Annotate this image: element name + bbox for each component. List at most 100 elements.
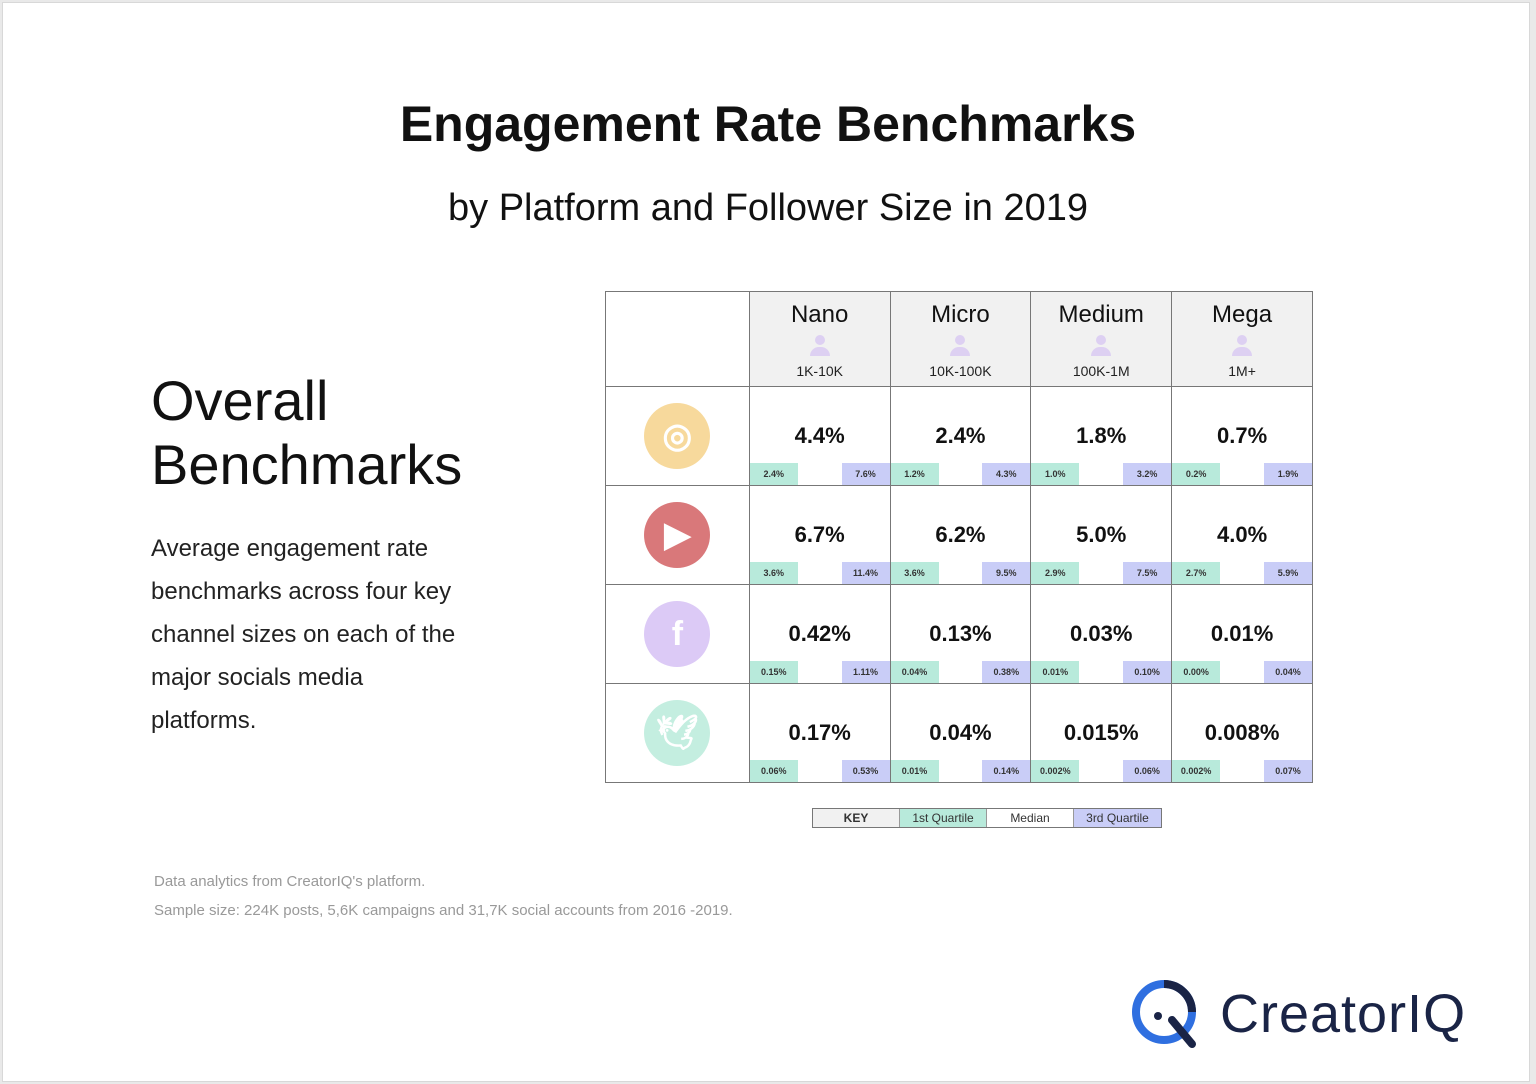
benchmark-cell: 0.13% 0.04% 0.38% [889, 584, 1032, 684]
median-value: 6.7% [794, 522, 845, 547]
median-value: 0.17% [788, 720, 851, 745]
column-name: Mega [1212, 301, 1273, 328]
logo-text: CreatorIQ [1220, 984, 1467, 1044]
follower-range: 1K-10K [796, 363, 844, 379]
column-name: Micro [931, 301, 990, 328]
follower-range: 100K-1M [1072, 363, 1130, 379]
benchmark-cell: 6.2% 3.6% 9.5% [889, 485, 1032, 585]
footnote-source: Data analytics from CreatorIQ's platform… [154, 873, 426, 890]
median-value: 0.015% [1063, 720, 1139, 745]
follower-range: 10K-100K [929, 363, 992, 379]
key-label: KEY [813, 809, 900, 827]
person-icon [949, 335, 971, 359]
median-value: 4.0% [1217, 522, 1268, 547]
median-value: 0.13% [929, 621, 992, 646]
median-value: 6.2% [935, 522, 986, 547]
q1-value: 0.01% [890, 760, 939, 782]
section-heading-line2: Benchmarks [151, 433, 463, 496]
footnote-sample: Sample size: 224K posts, 5,6K campaigns … [154, 902, 733, 919]
q3-value: 0.38% [982, 661, 1031, 683]
twitter-icon: 🕊 [644, 700, 711, 766]
q3-value: 0.53% [841, 760, 890, 782]
q1-value: 0.2% [1172, 463, 1221, 485]
column-header-micro: Micro 10K-100K [889, 291, 1032, 387]
q3-value: 1.11% [841, 661, 890, 683]
q3-value: 0.04% [1264, 661, 1312, 683]
person-icon [1090, 335, 1112, 359]
benchmark-cell: 0.008% 0.002% 0.07% [1171, 683, 1313, 783]
q1-value: 0.00% [1172, 661, 1221, 683]
q1-value: 2.4% [749, 463, 798, 485]
row-instagram: ◎ 4.4% 2.4% 7.6% 2.4% 1.2% 4.3% 1.8% 1.0% 3.2% 0.7… [605, 386, 1313, 486]
column-header-nano: Nano 1K-10K [748, 291, 891, 387]
q1-value: 2.7% [1172, 562, 1221, 584]
benchmark-cell: 0.04% 0.01% 0.14% [889, 683, 1032, 783]
corner-cell [605, 291, 750, 387]
benchmark-cell: 5.0% 2.9% 7.5% [1030, 485, 1173, 585]
benchmark-cell: 0.01% 0.00% 0.04% [1171, 584, 1313, 684]
q3-value: 7.6% [841, 463, 890, 485]
row-youtube: ▶ 6.7% 3.6% 11.4% 6.2% 3.6% 9.5% 5.0% 2.9% 7.5% 4.… [605, 485, 1313, 585]
platform-cell: 🕊 [605, 683, 750, 783]
platform-cell: ◎ [605, 386, 750, 486]
benchmark-cell: 6.7% 3.6% 11.4% [748, 485, 891, 585]
q1-value: 1.0% [1031, 463, 1080, 485]
column-name: Medium [1058, 301, 1144, 328]
q3-value: 7.5% [1123, 562, 1172, 584]
median-value: 0.01% [1210, 621, 1274, 646]
row-twitter: 🕊 0.17% 0.06% 0.53% 0.04% 0.01% 0.14% 0.015% 0.0… [605, 683, 1313, 783]
key-3rd-quartile: 3rd Quartile [1074, 809, 1161, 827]
section-description: Average engagement rate benchmarks acros… [151, 535, 456, 734]
key-1st-quartile: 1st Quartile [900, 809, 987, 827]
q1-value: 3.6% [890, 562, 939, 584]
q3-value: 0.07% [1264, 760, 1312, 782]
q3-value: 5.9% [1264, 562, 1312, 584]
median-value: 0.42% [788, 621, 851, 646]
q1-value: 0.002% [1172, 760, 1221, 782]
benchmark-cell: 2.4% 1.2% 4.3% [889, 386, 1032, 486]
median-value: 0.04% [929, 720, 992, 745]
column-name: Nano [790, 301, 849, 328]
section-heading-line1: Overall [151, 369, 329, 432]
person-icon [809, 335, 831, 359]
youtube-icon: ▶ [644, 502, 711, 568]
median-value: 5.0% [1076, 522, 1127, 547]
q3-value: 1.9% [1264, 463, 1312, 485]
q1-value: 0.15% [749, 661, 798, 683]
page-subtitle: by Platform and Follower Size in 2019 [448, 187, 1088, 229]
header-row: Nano 1K-10K Micro 10K-100K Medium 100K-1M Mega… [605, 291, 1313, 387]
platform-cell: f [605, 584, 750, 684]
benchmark-cell: 0.42% 0.15% 1.11% [748, 584, 891, 684]
benchmark-cell: 0.7% 0.2% 1.9% [1171, 386, 1313, 486]
q3-value: 0.14% [982, 760, 1031, 782]
benchmark-cell: 1.8% 1.0% 3.2% [1030, 386, 1173, 486]
column-header-medium: Medium 100K-1M [1030, 291, 1173, 387]
median-value: 4.4% [794, 423, 845, 448]
person-icon [1231, 335, 1253, 359]
q3-value: 4.3% [982, 463, 1031, 485]
column-header-mega: Mega 1M+ [1171, 291, 1313, 387]
instagram-icon: ◎ [644, 403, 711, 469]
q3-value: 3.2% [1123, 463, 1172, 485]
q1-value: 3.6% [749, 562, 798, 584]
benchmark-cell: 4.0% 2.7% 5.9% [1171, 485, 1313, 585]
page-title: Engagement Rate Benchmarks [399, 96, 1137, 152]
q1-value: 0.06% [749, 760, 798, 782]
q3-value: 0.06% [1123, 760, 1172, 782]
facebook-icon: f [644, 601, 711, 667]
q1-value: 0.04% [890, 661, 939, 683]
benchmark-cell: 0.015% 0.002% 0.06% [1030, 683, 1173, 783]
q1-value: 2.9% [1031, 562, 1080, 584]
q1-value: 1.2% [890, 463, 939, 485]
median-value: 0.7% [1217, 423, 1268, 448]
benchmark-cell: 0.03% 0.01% 0.10% [1030, 584, 1173, 684]
median-value: 0.03% [1070, 621, 1133, 646]
median-value: 2.4% [935, 423, 986, 448]
benchmark-table: Nano 1K-10K Micro 10K-100K Medium 100K-1M Mega… [605, 291, 1313, 783]
follower-range: 1M+ [1228, 363, 1256, 379]
q1-value: 0.002% [1031, 760, 1080, 782]
row-facebook: f 0.42% 0.15% 1.11% 0.13% 0.04% 0.38% 0.03% 0.01… [605, 584, 1313, 684]
platform-cell: ▶ [605, 485, 750, 585]
section-heading: Overall Benchmarks [151, 369, 462, 497]
q1-value: 0.01% [1031, 661, 1080, 683]
